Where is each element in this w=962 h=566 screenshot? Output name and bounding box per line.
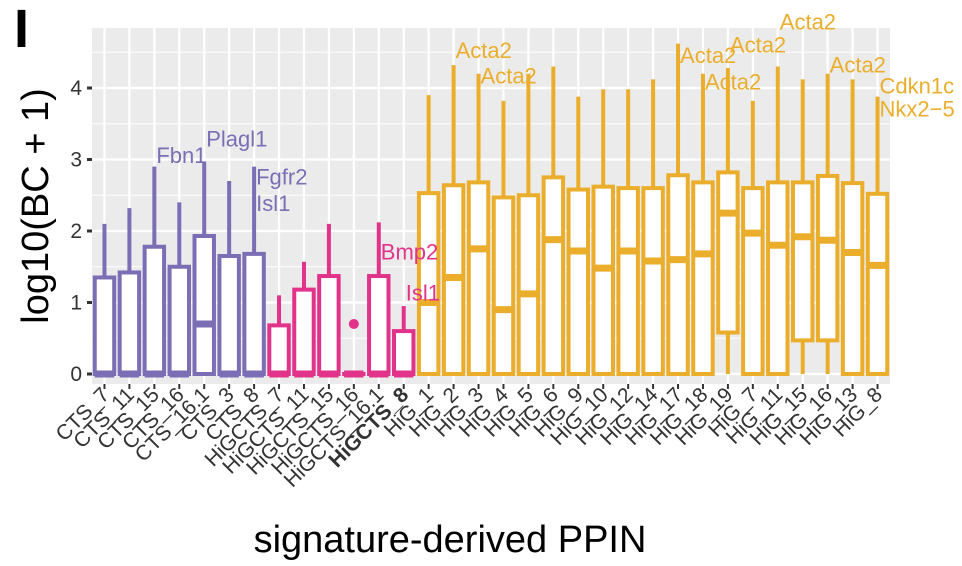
annotation-label: Acta2 [680, 43, 736, 68]
outlier-point [348, 318, 359, 329]
box-HiG_14 [641, 79, 665, 376]
annotation-label: Fbn1 [156, 143, 206, 168]
box-CTS_7 [92, 223, 117, 378]
box-rect [92, 275, 117, 377]
box-HiG_5 [516, 73, 541, 376]
box-HiG_8 [865, 96, 890, 376]
box-rect [217, 254, 241, 376]
box-rect [815, 173, 840, 343]
box-HiG_15 [790, 79, 815, 374]
box-rect [790, 180, 815, 343]
y-tick-label: 2 [70, 220, 82, 243]
annotation-label: Isl1 [406, 280, 440, 305]
box-CTS_16 [167, 202, 192, 378]
annotation-label: Acta2 [481, 64, 537, 89]
box-rect [267, 323, 291, 377]
x-axis: CTS_7CTS_11CTS_15CTS_16CTS_16.1CTS_3CTS_… [52, 383, 888, 492]
y-tick-label: 4 [70, 77, 82, 100]
annotation-label: Acta2 [456, 38, 512, 63]
annotation-label: Acta2 [705, 69, 761, 94]
annotation-label: Acta2 [780, 9, 836, 34]
box-CTS_8 [242, 166, 266, 378]
box-HiG_17 [666, 43, 690, 376]
box-HiGCTS_7 [267, 295, 291, 378]
annotation-label: Acta2 [830, 52, 886, 77]
box-HiG_10 [591, 89, 615, 376]
annotation-label: Fgfr2 [256, 165, 307, 190]
box-HiG_6 [541, 66, 566, 376]
y-axis-title: log10(BC + 1) [15, 88, 57, 324]
box-HiG_19 [716, 67, 740, 374]
box-HiGCTS_16 [342, 318, 366, 378]
gene-annotations: Fbn1Plagl1Fgfr2Isl1Bmp2Isl1Acta2Acta2Act… [156, 9, 954, 305]
box-rect [766, 180, 790, 376]
box-HiG_1 [416, 95, 441, 376]
box-HiG_16 [815, 73, 840, 374]
box-HiG_18 [691, 73, 715, 376]
box-HiG_2 [441, 65, 466, 376]
annotation-label: Nkx2−5 [880, 97, 955, 122]
box-rect [242, 251, 266, 377]
box-rect [491, 195, 516, 376]
box-rect [840, 181, 865, 376]
box-rect [716, 170, 740, 335]
box-CTS_16.1 [192, 161, 216, 376]
box-HiG_3 [466, 73, 491, 376]
box-CTS_11 [117, 208, 142, 378]
box-rect [865, 191, 890, 376]
box-HiG_9 [566, 96, 591, 376]
box-rect [391, 329, 416, 377]
box-CTS_3 [217, 180, 241, 378]
annotation-label: Plagl1 [206, 127, 267, 152]
annotation-label: Cdkn1c [880, 74, 955, 99]
box-HiG_7 [741, 100, 765, 376]
annotation-label: Acta2 [730, 32, 786, 57]
y-tick-label: 1 [70, 292, 82, 315]
box-rect [416, 191, 441, 376]
box-rect [741, 186, 765, 376]
box-rect [691, 180, 715, 376]
box-rect [591, 184, 615, 376]
panel-letter: I [14, 0, 29, 59]
y-tick-label: 0 [70, 363, 82, 386]
box-HiGCTS_16.1 [367, 222, 391, 378]
box-rect [292, 287, 316, 377]
annotation-label: Isl1 [256, 191, 290, 216]
box-rect [142, 244, 167, 376]
box-HiG_4 [491, 100, 516, 376]
box-rect [367, 274, 391, 377]
box-rect [641, 186, 665, 376]
box-HiGCTS_15 [317, 223, 341, 378]
box-rect [167, 264, 192, 376]
x-axis-title: signature-derived PPIN [254, 519, 647, 561]
box-rect [616, 186, 640, 376]
box-rect [516, 193, 541, 376]
box-HiG_13 [840, 79, 865, 376]
box-CTS_15 [142, 166, 167, 378]
box-HiG_11 [766, 66, 790, 376]
y-tick-label: 3 [70, 149, 82, 172]
box-series [92, 43, 890, 378]
annotation-label: Bmp2 [381, 240, 438, 265]
y-axis: 0 1 2 3 4 [70, 77, 92, 386]
box-rect [117, 270, 142, 376]
box-rect [566, 187, 591, 376]
box-HiG_12 [616, 89, 640, 376]
box-HiGCTS_11 [292, 261, 316, 378]
box-rect [466, 180, 491, 376]
box-rect [666, 173, 690, 376]
box-rect [317, 274, 341, 377]
box-rect [541, 175, 566, 376]
box-HiGCTS_8 [391, 306, 416, 378]
box-rect [192, 234, 216, 376]
